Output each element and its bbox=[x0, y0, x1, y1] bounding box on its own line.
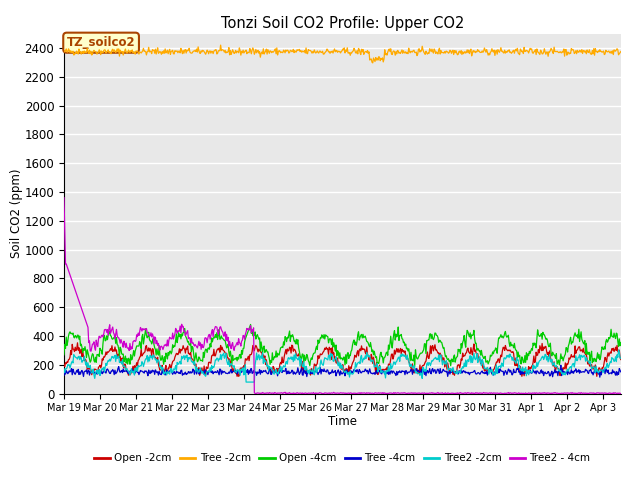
X-axis label: Time: Time bbox=[328, 415, 357, 428]
Y-axis label: Soil CO2 (ppm): Soil CO2 (ppm) bbox=[10, 169, 23, 258]
Title: Tonzi Soil CO2 Profile: Upper CO2: Tonzi Soil CO2 Profile: Upper CO2 bbox=[221, 16, 464, 31]
Text: TZ_soilco2: TZ_soilco2 bbox=[67, 36, 136, 49]
Legend: Open -2cm, Tree -2cm, Open -4cm, Tree -4cm, Tree2 -2cm, Tree2 - 4cm: Open -2cm, Tree -2cm, Open -4cm, Tree -4… bbox=[90, 449, 595, 468]
